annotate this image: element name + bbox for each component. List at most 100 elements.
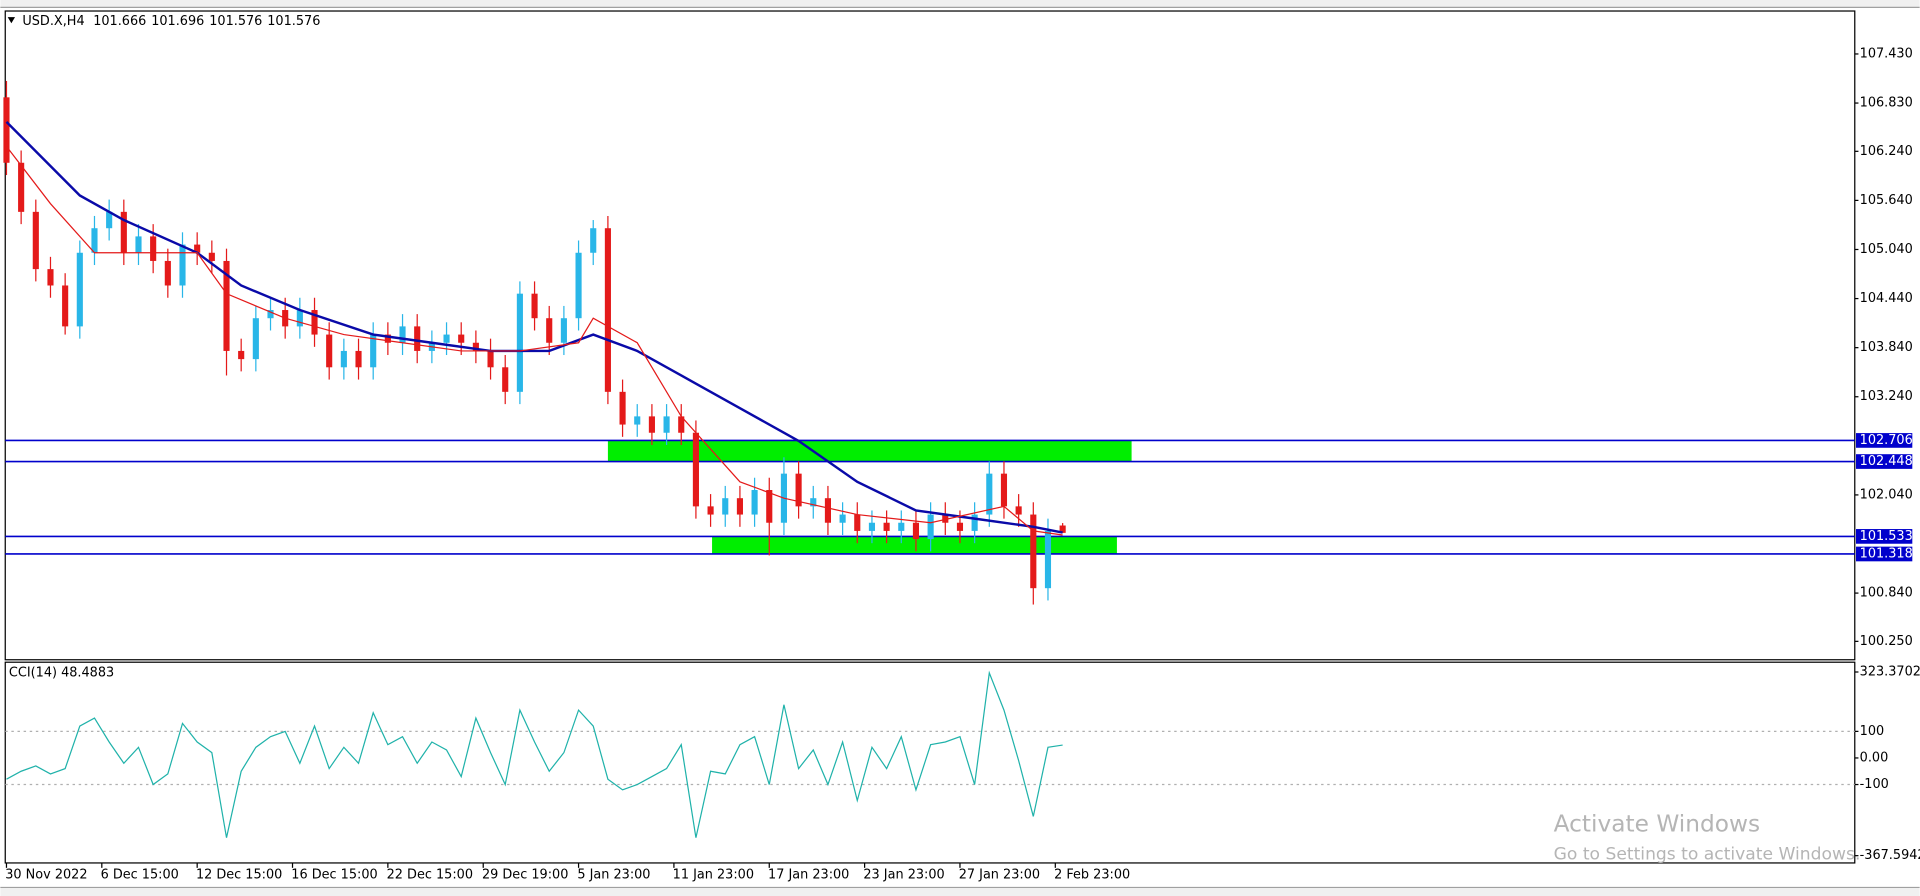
- y-tick-label: 100.250: [1860, 634, 1913, 649]
- ohlc-close: 101.576: [267, 13, 320, 28]
- candle-body: [942, 514, 949, 523]
- x-tick-label: 6 Dec 15:00: [101, 868, 179, 883]
- candle-body: [106, 211, 113, 229]
- candle-body: [487, 350, 494, 368]
- candle-body: [62, 285, 69, 327]
- candle-body: [1000, 473, 1008, 507]
- ohlc-low: 101.576: [209, 13, 262, 28]
- candle-body: [927, 514, 934, 540]
- candle-body: [824, 498, 831, 523]
- candle-body: [135, 236, 142, 253]
- candle-body: [414, 326, 421, 351]
- candle-body: [32, 211, 39, 270]
- candle-body: [722, 498, 729, 515]
- x-tick-label: 5 Jan 23:00: [577, 868, 650, 883]
- price-header: USD.X,H4 101.666 101.696 101.576 101.576: [22, 13, 320, 28]
- candle-body: [692, 432, 699, 507]
- symbol: USD.X,H4: [22, 13, 84, 28]
- price-label: 101.533: [1860, 529, 1913, 544]
- price-label: 102.706: [1860, 433, 1913, 448]
- cci-line: [6, 670, 1063, 838]
- y-tick-label: 103.240: [1860, 389, 1913, 404]
- price-label: 101.318: [1860, 546, 1913, 561]
- collapse-arrow[interactable]: [7, 17, 16, 24]
- y-tick-label: 104.440: [1860, 291, 1913, 306]
- candle-body: [76, 252, 83, 327]
- candle-body: [355, 350, 362, 368]
- top-tabs: [0, 0, 1920, 8]
- x-tick-label: 17 Jan 23:00: [768, 868, 849, 883]
- candle-body: [399, 326, 406, 343]
- candle-body: [516, 293, 523, 392]
- y-tick-label: 105.040: [1860, 242, 1913, 257]
- candle-body: [47, 269, 54, 286]
- candle-body: [1044, 530, 1052, 589]
- candle-body: [458, 334, 465, 343]
- price-label-box: [1856, 433, 1913, 448]
- cci-title: CCI(14) 48.4883: [9, 666, 114, 681]
- candle-body: [560, 318, 567, 343]
- candle-body: [443, 334, 450, 343]
- candle-body: [311, 310, 318, 335]
- x-tick-label: 22 Dec 15:00: [387, 868, 473, 883]
- candle-body: [678, 416, 685, 433]
- candle-body: [634, 416, 641, 425]
- candle-body: [986, 473, 993, 515]
- y-tick-label: 103.840: [1860, 340, 1913, 355]
- candle-body: [912, 522, 920, 540]
- y-tick-label: 0.00: [1860, 750, 1889, 765]
- price-panel: [4, 10, 1856, 661]
- candle-body: [956, 522, 964, 531]
- candle-body: [223, 260, 230, 351]
- candle-body: [839, 514, 846, 523]
- y-tick-label: 107.430: [1860, 46, 1913, 61]
- candle-body: [546, 318, 553, 343]
- y-tick-label: 106.240: [1860, 144, 1913, 159]
- candle-body: [18, 162, 25, 212]
- ohlc-high: 101.696: [151, 13, 204, 28]
- x-tick-label: 29 Dec 19:00: [482, 868, 568, 883]
- candle-body: [604, 228, 611, 392]
- ohlc-open: 101.666: [93, 13, 146, 28]
- candle-body: [883, 522, 890, 531]
- candle-body: [766, 490, 773, 523]
- candle-body: [252, 318, 259, 360]
- y-tick-label: 102.040: [1860, 487, 1913, 502]
- candle-body: [91, 228, 98, 253]
- candle-body: [3, 97, 10, 163]
- candle-body: [1015, 506, 1022, 515]
- x-tick-label: 11 Jan 23:00: [673, 868, 754, 883]
- moving-average: [5, 121, 1063, 534]
- y-tick-label: 105.640: [1860, 193, 1913, 208]
- price-label-box: [1856, 529, 1913, 544]
- y-tick-label: -100: [1860, 777, 1889, 792]
- candle-body: [1059, 525, 1066, 533]
- candle-body: [326, 334, 333, 368]
- y-tick-label: 100: [1860, 724, 1885, 739]
- watermark-title: Activate Windows: [1554, 811, 1760, 838]
- candle-body: [150, 236, 157, 261]
- candle-body: [194, 244, 201, 253]
- zone: [712, 536, 1117, 554]
- zone: [607, 440, 1132, 462]
- watermark-subtitle: Go to Settings to activate Windows.: [1554, 844, 1861, 864]
- cci-panel: [4, 661, 1856, 864]
- candle-body: [648, 416, 655, 433]
- candle-body: [502, 367, 509, 392]
- price-label: 102.448: [1860, 454, 1913, 469]
- x-tick-label: 2 Feb 23:00: [1054, 868, 1130, 883]
- candle-body: [531, 293, 538, 319]
- candle-body: [296, 310, 303, 327]
- candle-body: [384, 334, 391, 343]
- candle-body: [472, 342, 479, 351]
- candle-body: [340, 350, 347, 368]
- x-tick-label: 23 Jan 23:00: [863, 868, 944, 883]
- candle-body: [810, 498, 817, 507]
- chart-layer: 107.430 106.830 106.240 105.640 105.040 104.4…: [3, 46, 1920, 883]
- y-tick-label: 100.840: [1860, 586, 1913, 601]
- candle-body: [238, 350, 245, 360]
- candle-body: [663, 416, 670, 433]
- candle-body: [898, 522, 905, 531]
